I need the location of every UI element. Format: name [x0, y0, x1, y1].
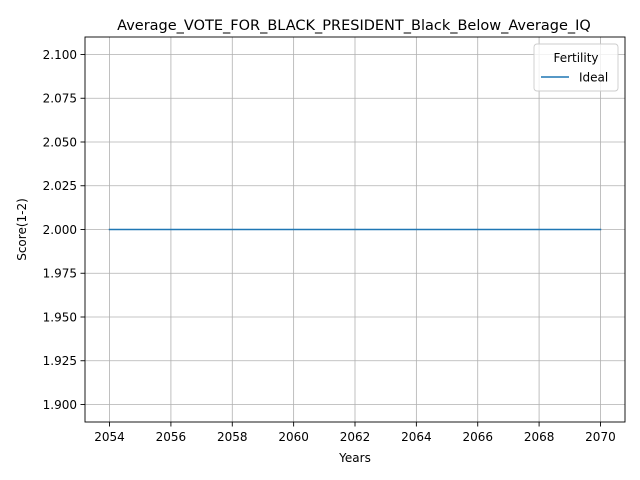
x-tick-label: 2062: [340, 430, 371, 444]
x-tick-label: 2056: [156, 430, 187, 444]
x-tick-label: 2060: [278, 430, 309, 444]
y-tick-label: 1.975: [43, 267, 77, 281]
legend-title: Fertility: [553, 51, 598, 65]
legend: Fertility Ideal: [533, 43, 619, 92]
y-tick-label: 1.950: [43, 310, 77, 324]
y-axis: 1.900 1.925 1.950 1.975 2.000 2.025 2.050 2.075…: [43, 48, 85, 412]
x-tick-label: 2068: [524, 430, 555, 444]
y-axis-label: Score(1-2): [15, 198, 29, 261]
y-tick-label: 2.000: [43, 223, 77, 237]
x-tick-label: 2070: [585, 430, 616, 444]
y-tick-label: 2.050: [43, 135, 77, 149]
y-tick-label: 2.075: [43, 92, 77, 106]
y-tick-label: 2.100: [43, 48, 77, 62]
legend-label-ideal: Ideal: [579, 71, 608, 85]
x-tick-label: 2054: [94, 430, 125, 444]
y-tick-label: 1.900: [43, 398, 77, 412]
x-tick-label: 2066: [462, 430, 493, 444]
legend-box: [533, 43, 619, 92]
x-tick-label: 2064: [401, 430, 432, 444]
x-axis-label: Years: [338, 451, 371, 465]
chart-title: Average_VOTE_FOR_BLACK_PRESIDENT_Black_B…: [117, 18, 591, 34]
x-axis: 2054 2056 2058 2060 2062 2064 2066 2068 2070: [94, 422, 616, 444]
x-tick-label: 2058: [217, 430, 248, 444]
y-tick-label: 2.025: [43, 179, 77, 193]
y-tick-label: 1.925: [43, 354, 77, 368]
